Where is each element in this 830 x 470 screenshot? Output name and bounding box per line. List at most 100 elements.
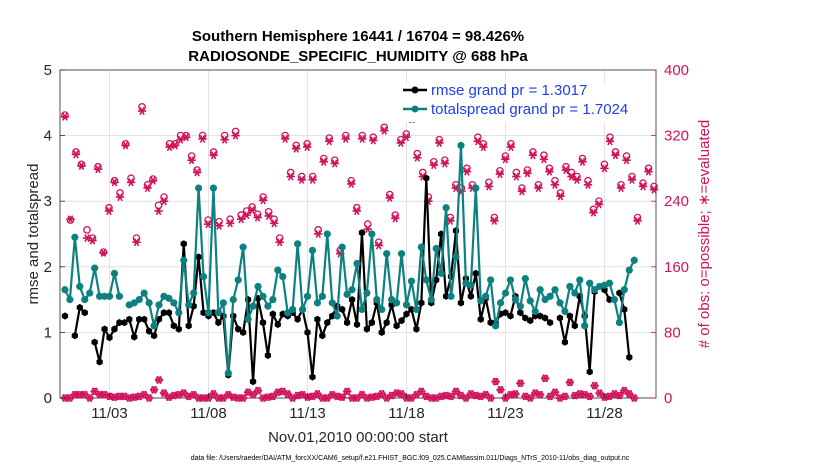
obs-low-evaluated-point bbox=[461, 393, 471, 403]
obs-evaluated-point bbox=[264, 211, 273, 220]
obs-possible-point bbox=[226, 215, 234, 224]
obs-low-evaluated-point bbox=[229, 393, 238, 402]
rmse-point bbox=[433, 276, 440, 284]
obs-evaluated-point bbox=[313, 229, 323, 239]
totalspread-point bbox=[482, 292, 490, 300]
obs-low-evaluated-point bbox=[268, 392, 278, 401]
obs-evaluated-point bbox=[649, 185, 659, 194]
rmse-point bbox=[398, 317, 405, 325]
totalspread-point bbox=[551, 286, 559, 294]
obs-evaluated-point bbox=[369, 136, 378, 145]
obs-possible-point bbox=[286, 168, 295, 177]
totalspread-point bbox=[437, 269, 445, 277]
rmse-point bbox=[150, 332, 158, 340]
rmse-point bbox=[111, 325, 118, 333]
obs-evaluated-point bbox=[501, 155, 510, 164]
totalspread-point bbox=[402, 301, 411, 309]
obs-low-evaluated-point bbox=[486, 393, 495, 403]
rmse-point bbox=[477, 315, 484, 323]
obs-low-evaluated-point bbox=[496, 385, 505, 394]
obs-evaluated-point bbox=[479, 143, 488, 152]
totalspread-point bbox=[487, 276, 495, 284]
rmse-point bbox=[304, 328, 311, 336]
obs-evaluated-point bbox=[247, 206, 257, 215]
obs-evaluated-point bbox=[583, 180, 593, 189]
obs-low-evaluated-point bbox=[540, 374, 550, 383]
totalspread-point bbox=[338, 243, 346, 251]
obs-low-evaluated-point bbox=[189, 390, 198, 399]
y2-tick-label: 240 bbox=[664, 193, 689, 210]
data-file-footer: data file: /Users/raeder/DAI/ATM_forcXX/… bbox=[191, 455, 630, 462]
rmse-point bbox=[294, 315, 301, 323]
y-tick-label: 1 bbox=[44, 324, 52, 341]
obs-low-evaluated-point bbox=[194, 393, 203, 403]
y2-tick-label: 400 bbox=[664, 62, 689, 79]
totalspread-point bbox=[110, 269, 119, 277]
y2-tick-label: 80 bbox=[664, 324, 681, 341]
obs-evaluated-point bbox=[143, 184, 152, 193]
legend-spread-marker bbox=[411, 105, 419, 113]
totalspread-point bbox=[66, 296, 74, 304]
totalspread-point bbox=[417, 243, 425, 251]
rmse-point bbox=[160, 309, 168, 317]
totalspread-point bbox=[209, 184, 218, 192]
obs-possible-point bbox=[215, 217, 223, 226]
obs-evaluated-point bbox=[561, 166, 571, 175]
obs-low-evaluated-point bbox=[511, 389, 520, 398]
y2-tick-label: 160 bbox=[664, 259, 689, 276]
totalspread-point bbox=[571, 289, 579, 297]
obs-evaluated-point bbox=[358, 134, 367, 143]
totalspread-point bbox=[427, 296, 435, 304]
rmse-point bbox=[378, 328, 385, 336]
obs-evaluated-point bbox=[286, 172, 295, 181]
obs-low-evaluated-point bbox=[263, 393, 273, 402]
totalspread-point bbox=[412, 305, 421, 314]
rmse-point bbox=[215, 319, 222, 327]
rmse-point bbox=[517, 309, 524, 317]
obs-evaluated-point bbox=[572, 175, 582, 184]
y-tick-label: 5 bbox=[44, 62, 52, 79]
totalspread-point bbox=[254, 282, 262, 291]
rmse-point bbox=[165, 309, 172, 317]
obs-low-evaluated-point bbox=[451, 387, 461, 396]
obs-evaluated-point bbox=[88, 236, 97, 245]
obs-evaluated-point bbox=[594, 200, 604, 209]
rmse-point bbox=[96, 358, 103, 366]
obs-possible-point bbox=[264, 208, 273, 216]
rmse-series-line bbox=[93, 177, 551, 383]
obs-possible-point bbox=[584, 176, 592, 185]
obs-evaluated-point bbox=[253, 213, 262, 222]
obs-evaluated-point bbox=[258, 196, 268, 205]
totalspread-point bbox=[511, 296, 520, 304]
rmse-point bbox=[383, 319, 390, 327]
obs-evaluated-point bbox=[319, 157, 328, 166]
obs-evaluated-point bbox=[115, 193, 125, 202]
obs-low-evaluated-point bbox=[565, 378, 575, 387]
obs-evaluated-point bbox=[512, 172, 521, 181]
totalspread-point bbox=[422, 276, 430, 284]
x-tick-label: 11/23 bbox=[487, 405, 523, 422]
obs-evaluated-point bbox=[71, 150, 81, 159]
rmse-point bbox=[126, 315, 133, 323]
totalspread-point bbox=[368, 230, 376, 238]
rmse-point bbox=[264, 351, 271, 359]
obs-possible-point bbox=[66, 216, 75, 224]
totalspread-point bbox=[383, 250, 391, 258]
rmse-point bbox=[91, 338, 98, 346]
totalspread-point bbox=[323, 230, 331, 238]
totalspread-point bbox=[249, 302, 257, 310]
obs-low-evaluated-point bbox=[248, 390, 258, 399]
totalspread-point bbox=[536, 286, 544, 294]
obs-evaluated-point bbox=[506, 143, 516, 152]
y2-axis-label: # of obs: o=possible; ∗=evaluated bbox=[696, 120, 713, 349]
obs-low-evaluated-point bbox=[441, 391, 451, 400]
obs-low-evaluated-point bbox=[144, 393, 154, 403]
totalspread-point bbox=[318, 292, 326, 300]
obs-evaluated-point bbox=[148, 176, 158, 185]
obs-evaluated-point bbox=[633, 216, 642, 225]
totalspread-point bbox=[155, 301, 163, 309]
obs-low-evaluated-point bbox=[392, 389, 401, 398]
obs-evaluated-point bbox=[484, 182, 494, 191]
obs-evaluated-point bbox=[325, 137, 334, 146]
obs-evaluated-point bbox=[402, 133, 411, 142]
